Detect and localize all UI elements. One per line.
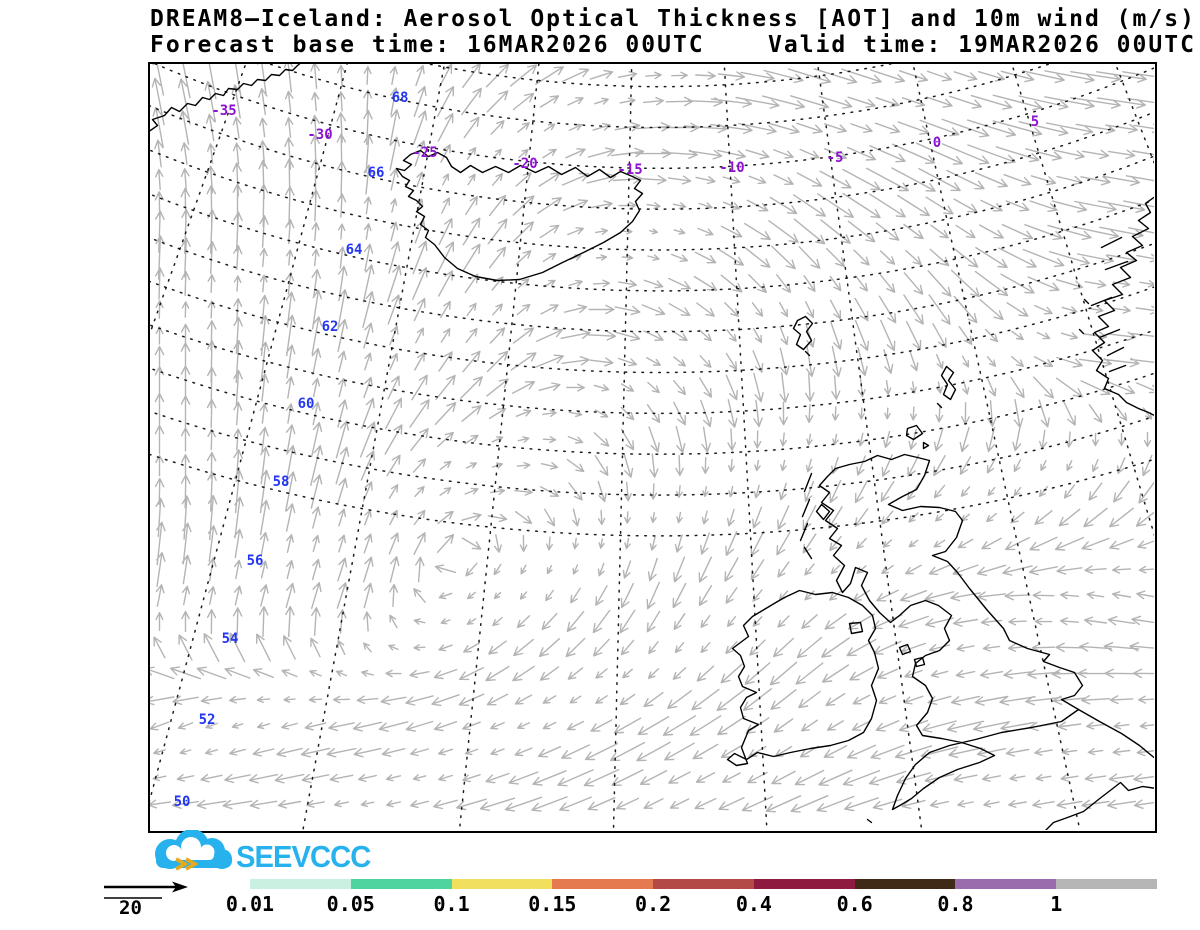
coastline xyxy=(803,546,813,560)
legend-colorbar xyxy=(250,879,1157,889)
map-canvas xyxy=(150,64,1154,830)
coastline xyxy=(1091,196,1154,417)
legend-value: 1 xyxy=(1050,892,1063,916)
coastline xyxy=(1108,364,1127,373)
wind-arrows-layer xyxy=(150,64,1154,813)
coastline xyxy=(1077,708,1154,759)
legend-value: 0.4 xyxy=(735,892,772,916)
coastline xyxy=(866,818,873,824)
coastline xyxy=(1106,346,1125,357)
coastline xyxy=(150,64,301,132)
coastline xyxy=(726,589,880,767)
coastline xyxy=(1090,296,1113,307)
legend-value: 0.01 xyxy=(225,892,275,916)
coastline xyxy=(395,149,644,282)
coastline xyxy=(792,315,814,351)
coastlines-layer xyxy=(150,64,1154,830)
legend-segment xyxy=(451,879,553,889)
wind-scale-arrow xyxy=(104,881,188,899)
map-frame xyxy=(148,62,1157,833)
legend-segment xyxy=(854,879,956,889)
coastline xyxy=(1104,260,1129,271)
seevccc-cloud-icon xyxy=(155,829,232,871)
legend-segment xyxy=(350,879,452,889)
coastline xyxy=(898,643,912,656)
coastline xyxy=(804,350,811,357)
coastline xyxy=(1078,328,1085,335)
coastline xyxy=(1100,236,1123,249)
coastline xyxy=(848,621,864,635)
legend-segment xyxy=(250,879,351,889)
coastline xyxy=(940,365,957,401)
logo-text: SEEVCCC xyxy=(236,839,371,874)
legend-value: 0.1 xyxy=(433,892,470,916)
legend-segment xyxy=(653,879,754,889)
coastline xyxy=(936,402,943,409)
coastline xyxy=(799,522,809,542)
legend-value: 0.2 xyxy=(635,892,672,916)
coastline xyxy=(815,503,831,521)
graticule-layer xyxy=(150,64,1154,830)
coastline xyxy=(1083,298,1090,305)
coastline xyxy=(801,498,811,518)
wind-scale-value: 20 xyxy=(119,897,142,919)
map-title: DREAM8—Iceland: Aerosol Optical Thicknes… xyxy=(150,6,1196,32)
map-subtitle: Forecast base time: 16MAR2026 00UTC Vali… xyxy=(150,32,1196,58)
legend-segment xyxy=(1056,879,1157,889)
legend-segment xyxy=(753,879,855,889)
coastline xyxy=(803,472,813,493)
legend-value: 0.6 xyxy=(836,892,873,916)
legend-value: 0.8 xyxy=(937,892,974,916)
legend-segment xyxy=(955,879,1057,889)
legend-value: 0.15 xyxy=(528,892,577,916)
legend-value: 0.05 xyxy=(326,892,375,916)
legend-segment xyxy=(552,879,654,889)
coastline xyxy=(1045,781,1154,830)
coastline xyxy=(913,656,926,668)
coastline xyxy=(818,453,1084,811)
coastline xyxy=(1098,328,1121,339)
coastline xyxy=(922,441,930,450)
coastline xyxy=(905,424,924,441)
seevccc-logo: SEEVCCC xyxy=(146,829,466,876)
